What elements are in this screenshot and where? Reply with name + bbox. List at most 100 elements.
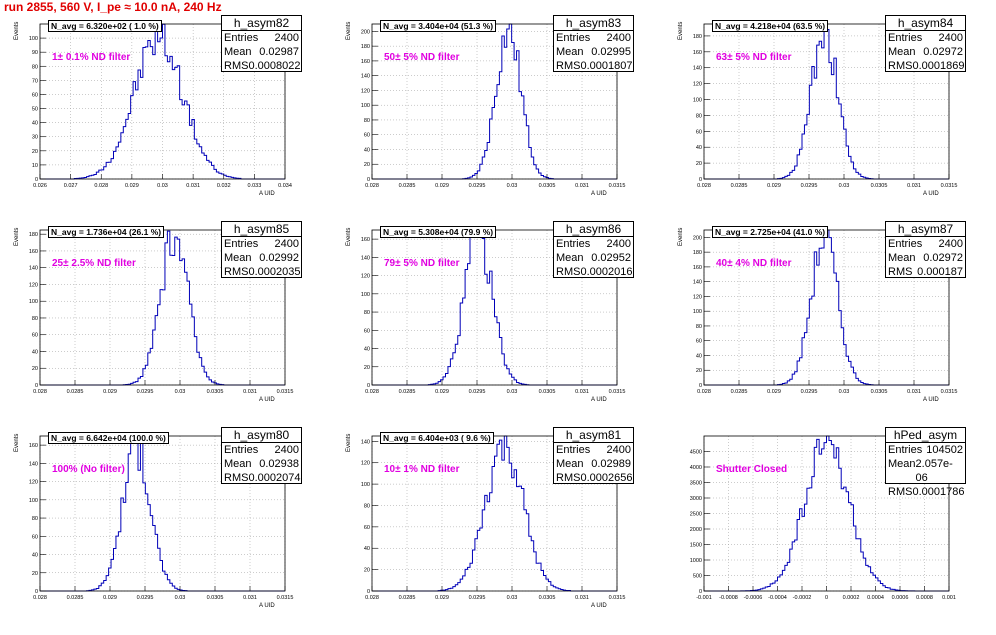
x-tick-label: 0.029	[767, 183, 781, 189]
y-tick-label: 0	[35, 383, 38, 389]
y-tick-label: 100	[693, 98, 702, 104]
x-tick-label: 0.031	[907, 389, 921, 395]
stats-value: 0.02987	[259, 46, 299, 58]
stats-row-mean: Mean 0.02972	[886, 45, 965, 59]
stats-title: h_asym80	[222, 428, 301, 443]
stats-key: Entries	[888, 444, 923, 456]
stats-value: 2.057e-06	[915, 458, 953, 484]
stats-value: 0.02989	[591, 458, 631, 470]
y-tick-label: 1500	[690, 543, 702, 549]
stats-key: Mean	[556, 252, 584, 264]
x-tick-label: 0.0008	[916, 595, 933, 601]
y-tick-label: 2500	[690, 512, 702, 518]
y-tick-label: 160	[361, 237, 370, 243]
y-tick-label: 140	[29, 266, 38, 272]
x-tick-label: 0.0305	[871, 389, 888, 395]
stats-row-entries: Entries 2400	[886, 31, 965, 45]
filter-label: 63± 5% ND filter	[716, 52, 792, 63]
stats-key: Entries	[556, 32, 591, 44]
stats-row-mean: Mean 0.02987	[222, 45, 301, 59]
histogram-panel-h_asym87: 0.028 0.0285 0.029 0.0295 0.03 0.0305 0.031 0.0…	[664, 221, 996, 429]
y-tick-label: 0	[35, 589, 38, 595]
y-tick-label: 60	[364, 328, 370, 334]
stats-key: Mean	[888, 458, 916, 470]
histogram-panel-h_asym85: 0.028 0.0285 0.029 0.0295 0.03 0.0305 0.031 0.0…	[0, 221, 332, 429]
stats-value: 0.02972	[923, 46, 963, 58]
y-tick-label: 100	[693, 309, 702, 315]
y-tick-label: 80	[32, 316, 38, 322]
stats-value: 2400	[606, 444, 631, 456]
y-tick-label: 100	[29, 299, 38, 305]
stats-value: 0.02992	[259, 252, 299, 264]
stats-value: 0.02995	[591, 46, 631, 58]
stats-title: h_asym82	[222, 16, 301, 31]
y-tick-label: 80	[32, 64, 38, 70]
stats-row-entries: Entries 2400	[886, 237, 965, 251]
stats-key: Mean	[888, 46, 916, 58]
run-title: run 2855, 560 V, I_pe ≈ 10.0 nA, 240 Hz	[4, 0, 222, 14]
stats-key: Entries	[888, 32, 923, 44]
y-axis-label: Events	[678, 22, 684, 40]
x-tick-label: 0.0305	[871, 183, 888, 189]
y-axis-label: Events	[678, 228, 684, 246]
y-tick-label: 60	[32, 333, 38, 339]
stats-key: Entries	[224, 444, 259, 456]
histogram-svg: 0.028 0.0285 0.029 0.0295 0.03 0.0305 0.031 0.0…	[346, 22, 626, 197]
y-tick-label: 180	[29, 232, 38, 238]
stats-key: Mean	[888, 252, 916, 264]
x-tick-label: 0.0305	[207, 389, 224, 395]
x-tick-label: 0.0315	[277, 595, 294, 601]
y-tick-label: 20	[696, 368, 702, 374]
y-axis-label: Events	[346, 434, 352, 452]
filter-label: 100% (No filter)	[52, 464, 125, 475]
y-tick-label: 40	[364, 546, 370, 552]
y-tick-label: 0	[367, 177, 370, 183]
x-tick-label: 0.028	[94, 183, 108, 189]
x-tick-label: 0.0002	[843, 595, 860, 601]
stats-row-entries: Entries 2400	[222, 31, 301, 45]
stats-row-rms: RMS 0.0001807	[554, 59, 633, 73]
y-tick-label: 60	[32, 534, 38, 540]
stats-row-rms: RMS 0.0001869	[886, 59, 965, 73]
x-tick-label: 0.029	[435, 183, 449, 189]
stats-row-mean: Mean 0.02938	[222, 457, 301, 471]
y-tick-label: 3500	[690, 481, 702, 487]
x-tick-label: 0.0285	[67, 595, 84, 601]
x-axis-label: A UID	[259, 603, 275, 609]
x-tick-label: 0.03	[507, 389, 518, 395]
y-axis-label: Events	[14, 22, 20, 40]
histogram-panel-h_asym86: 0.028 0.0285 0.029 0.0295 0.03 0.0305 0.031 0.0…	[332, 221, 664, 429]
y-tick-label: 80	[696, 324, 702, 330]
histogram-panel-h_asym82: 0.026 0.027 0.028 0.029 0.03 0.031 0.032 0.033 0…	[0, 15, 332, 223]
y-tick-label: 80	[364, 118, 370, 124]
y-tick-label: 70	[32, 78, 38, 84]
y-tick-label: 20	[32, 366, 38, 372]
stats-value: 0.02972	[923, 252, 963, 264]
y-tick-label: 100	[361, 292, 370, 298]
filter-label: 25± 2.5% ND filter	[52, 258, 136, 269]
stats-key: RMS	[888, 486, 913, 498]
stats-row-mean: Mean 0.02989	[554, 457, 633, 471]
x-tick-label: 0.03	[157, 183, 168, 189]
y-tick-label: 0	[367, 383, 370, 389]
x-tick-label: 0.031	[575, 595, 589, 601]
y-tick-label: 40	[364, 347, 370, 353]
stats-value: 2400	[606, 238, 631, 250]
x-tick-label: 0.0315	[609, 389, 626, 395]
stats-key: Mean	[556, 46, 584, 58]
y-tick-label: 50	[32, 107, 38, 113]
stats-box: h_asym84 Entries 2400 Mean 0.02972 RMS 0.00018…	[885, 15, 966, 72]
stats-key: RMS	[556, 266, 581, 278]
histogram-panel-h_asym84: 0.028 0.0285 0.029 0.0295 0.03 0.0305 0.031 0.0…	[664, 15, 996, 223]
y-tick-label: 200	[693, 235, 702, 241]
stats-key: RMS	[556, 60, 581, 72]
y-tick-label: 100	[361, 103, 370, 109]
y-tick-label: 140	[361, 74, 370, 80]
y-tick-label: 60	[32, 92, 38, 98]
stats-row-mean: Mean 0.02952	[554, 251, 633, 265]
x-tick-label: 0.0315	[609, 183, 626, 189]
stats-box: hPed_asym Entries 104502 Mean 2.057e-06 RMS 0.…	[885, 427, 966, 498]
y-tick-label: 40	[696, 145, 702, 151]
stats-value: 104502	[926, 444, 963, 456]
filter-label: 10± 1% ND filter	[384, 464, 460, 475]
